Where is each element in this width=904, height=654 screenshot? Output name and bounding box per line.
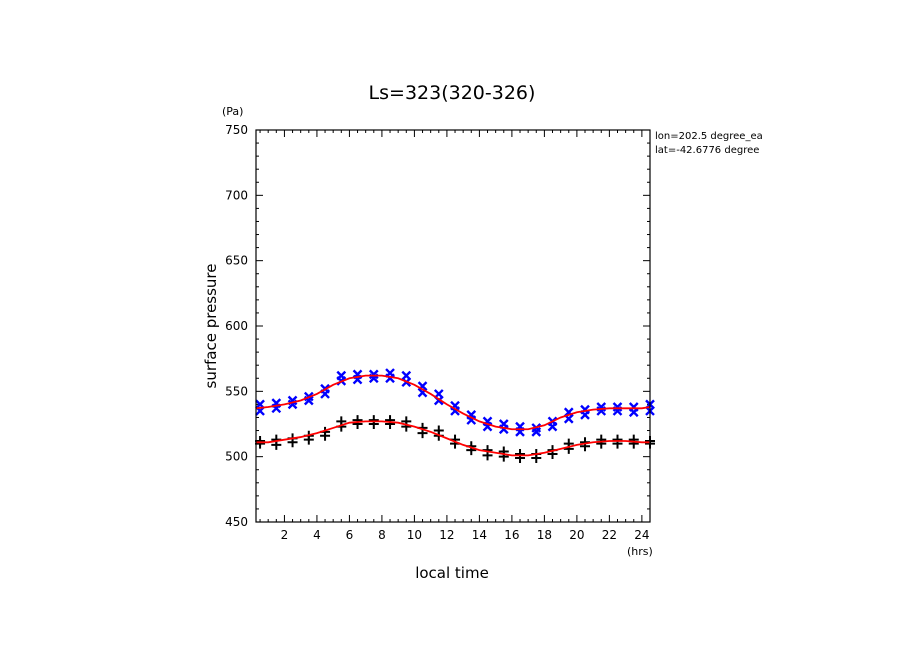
data-point-plus-marker xyxy=(596,438,607,449)
y-tick-label: 500 xyxy=(225,450,248,464)
data-point-x-marker xyxy=(498,424,509,435)
data-point-plus-marker xyxy=(303,434,314,445)
x-tick-label: 12 xyxy=(439,528,454,542)
y-tick-label: 600 xyxy=(225,319,248,333)
y-axis-label: surface pressure xyxy=(202,264,220,389)
x-unit-label: (hrs) xyxy=(627,545,653,558)
data-point-plus-marker xyxy=(320,430,331,441)
data-point-plus-marker xyxy=(401,421,412,432)
x-tick-label: 20 xyxy=(569,528,584,542)
x-axis-label: local time xyxy=(415,564,489,582)
data-point-plus-marker xyxy=(352,419,363,429)
data-point-x-marker xyxy=(466,415,477,425)
x-tick-label: 4 xyxy=(313,528,321,542)
y-unit-label: (Pa) xyxy=(222,105,243,118)
x-tick-label: 6 xyxy=(346,528,354,542)
x-tick-label: 22 xyxy=(602,528,617,542)
data-point-plus-marker xyxy=(628,438,639,449)
x-tick-label: 8 xyxy=(378,528,386,542)
y-tick-label: 750 xyxy=(225,123,248,137)
data-point-x-marker xyxy=(531,426,542,437)
x-tick-label: 16 xyxy=(504,528,519,542)
y-tick-label: 700 xyxy=(225,188,248,202)
fit-curve-line xyxy=(255,374,651,431)
data-point-plus-marker xyxy=(563,443,574,454)
location-annotation-lat: lat=-42.6776 degree xyxy=(655,145,759,156)
plot-area: 2 4 6 8 10 12 14 16 18 20 22 2445050055060065070075… xyxy=(225,123,655,542)
data-point-plus-marker xyxy=(255,438,266,449)
x-tick-label: 18 xyxy=(537,528,552,542)
plot-frame xyxy=(255,129,651,523)
x-tick-label: 14 xyxy=(472,528,487,542)
x-tick-label: 10 xyxy=(407,528,422,542)
data-point-x-marker xyxy=(385,373,395,384)
data-point-plus-marker xyxy=(385,419,396,429)
y-tick-label: 550 xyxy=(225,384,248,398)
y-tick-label: 450 xyxy=(225,515,248,529)
data-point-x-marker xyxy=(547,421,558,432)
x-tick-label: 24 xyxy=(634,528,649,542)
data-point-x-marker xyxy=(628,407,639,418)
location-annotation-lon: lon=202.5 degree_ea xyxy=(655,131,763,142)
y-tick-label: 650 xyxy=(225,254,248,268)
chart-title: Ls=323(320-326) xyxy=(369,82,536,104)
x-tick-label: 2 xyxy=(281,528,289,542)
fit-curve-line xyxy=(256,420,650,457)
